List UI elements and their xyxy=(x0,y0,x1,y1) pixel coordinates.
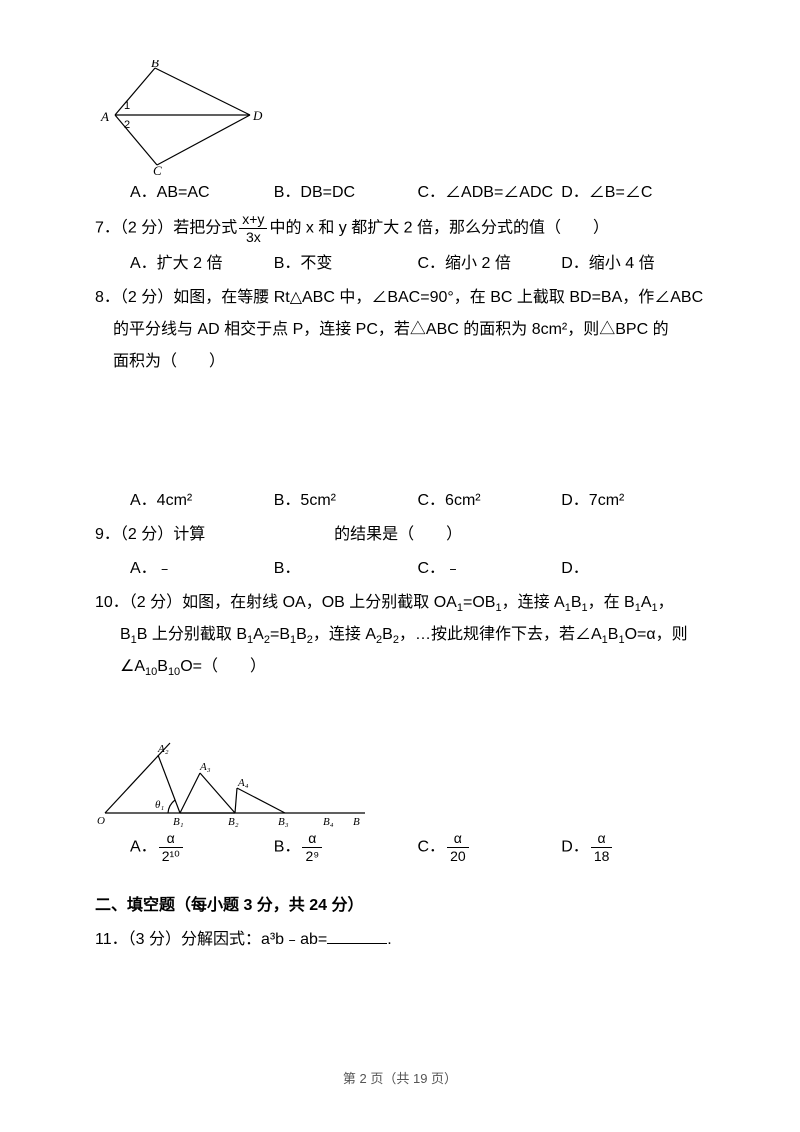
q6-options: A．AB=AC B．DB=DC C．∠ADB=∠ADC D．∠B=∠C xyxy=(95,177,705,209)
page-footer: 第 2 页（共 19 页） xyxy=(0,1068,800,1087)
q11-blank xyxy=(327,930,387,944)
q10-t6: A xyxy=(641,594,652,611)
q10-option-d: D．α18 xyxy=(561,830,705,865)
q10-t8: B xyxy=(120,626,131,643)
q10-t1: 10．（2 分）如图，在射线 OA，OB 上分别截取 OA xyxy=(95,594,457,611)
q10-t12: B xyxy=(296,626,307,643)
q9-prefix: 9．（2 分）计算 xyxy=(95,526,205,543)
q10-t4: B xyxy=(571,594,582,611)
section2-title: 二、填空题（每小题 3 分，共 24 分） xyxy=(95,890,705,922)
q7-option-b: B．不变 xyxy=(274,248,418,280)
q9: 9．（2 分）计算 的结果是（ ） A．﹣ B． C．﹣ D． xyxy=(95,519,705,585)
q10-t5: ，在 B xyxy=(588,594,635,611)
svg-text:B₃: B₃ xyxy=(278,816,289,828)
svg-text:B₂: B₂ xyxy=(228,816,239,828)
q10-option-a: A．α2¹⁰ xyxy=(130,830,274,865)
q6-label-2: 2 xyxy=(124,119,130,131)
q6-label-B: B xyxy=(151,60,159,70)
q8: 8．（2 分）如图，在等腰 Rt△ABC 中，∠BAC=90°，在 BC 上截取… xyxy=(95,282,705,517)
q9-option-d: D． xyxy=(561,553,705,585)
q11-suffix: . xyxy=(387,931,391,948)
q7-options: A．扩大 2 倍 B．不变 C．缩小 2 倍 D．缩小 4 倍 xyxy=(95,248,705,280)
q10-t7: ， xyxy=(658,594,674,611)
q10: 10．（2 分）如图，在射线 OA，OB 上分别截取 OA1=OB1，连接 A1… xyxy=(95,587,705,865)
q8-line1: 8．（2 分）如图，在等腰 Rt△ABC 中，∠BAC=90°，在 BC 上截取… xyxy=(95,282,705,314)
q8-figure-space xyxy=(95,378,705,483)
q6-option-c: C．∠ADB=∠ADC xyxy=(418,177,562,209)
q6-label-A: A xyxy=(100,109,109,124)
q10-t9: B 上分别截取 B xyxy=(137,626,247,643)
svg-text:O: O xyxy=(97,815,105,827)
q7-suffix: 中的 x 和 y 都扩大 2 倍，那么分式的值（ ） xyxy=(269,220,609,237)
q8-options: A．4cm² B．5cm² C．6cm² D．7cm² xyxy=(95,485,705,517)
q10-t15: ，…按此规律作下去，若∠A xyxy=(399,626,602,643)
q10-t19: B xyxy=(157,658,168,675)
svg-text:A₃: A₃ xyxy=(199,761,211,773)
q8-line2: 的平分线与 AD 相交于点 P，连接 PC，若△ABC 的面积为 8cm²，则△… xyxy=(95,314,705,346)
svg-text:A₂: A₂ xyxy=(157,743,169,755)
q8-option-a: A．4cm² xyxy=(130,485,274,517)
q6-label-1: 1 xyxy=(124,100,130,112)
svg-text:B: B xyxy=(353,816,360,828)
q9-option-c: C．﹣ xyxy=(418,553,562,585)
q6-label-D: D xyxy=(252,108,263,123)
q8-line3: 面积为（ ） xyxy=(95,346,705,378)
q9-options: A．﹣ B． C．﹣ D． xyxy=(95,553,705,585)
q7-prefix: 7．（2 分）若把分式 xyxy=(95,220,237,237)
q10-t18: ∠A xyxy=(120,658,145,675)
q9-suffix: 的结果是（ ） xyxy=(334,526,462,543)
q10-t14: B xyxy=(382,626,393,643)
q6-diagram: B A C D 1 2 xyxy=(95,60,705,175)
q8-option-b: B．5cm² xyxy=(274,485,418,517)
q10-t20: O=（ ） xyxy=(180,658,266,675)
q10-options: A．α2¹⁰ B．α2⁹ C．α20 D．α18 xyxy=(95,830,705,865)
q10-t13: ，连接 A xyxy=(313,626,376,643)
q11-prefix: 11．（3 分）分解因式：a³b﹣ab= xyxy=(95,931,327,948)
q10-t11: =B xyxy=(270,626,290,643)
q10-t10: A xyxy=(253,626,264,643)
q10-option-c: C．α20 xyxy=(418,830,562,865)
q10-t3: ，连接 A xyxy=(502,594,565,611)
q7-option-c: C．缩小 2 倍 xyxy=(418,248,562,280)
q6-option-d: D．∠B=∠C xyxy=(561,177,705,209)
q6-label-C: C xyxy=(153,163,162,175)
q10-t2: =OB xyxy=(463,594,495,611)
q9-option-a: A．﹣ xyxy=(130,553,274,585)
q8-option-c: C．6cm² xyxy=(418,485,562,517)
q10-diagram: O A₂ A₃ A₄ B₁ B₂ B₃ B₄ B θ₁ xyxy=(95,738,705,828)
q6-option-b: B．DB=DC xyxy=(274,177,418,209)
q9-option-b: B． xyxy=(274,553,418,585)
svg-text:B₁: B₁ xyxy=(173,816,184,828)
svg-text:A₄: A₄ xyxy=(237,777,249,789)
q10-t16: B xyxy=(608,626,619,643)
q10-option-b: B．α2⁹ xyxy=(274,830,418,865)
q7: 7．（2 分）若把分式x+y3x中的 x 和 y 都扩大 2 倍，那么分式的值（… xyxy=(95,211,705,280)
q6-option-a: A．AB=AC xyxy=(130,177,274,209)
svg-text:θ₁: θ₁ xyxy=(155,799,164,811)
q10-t17: O=α，则 xyxy=(625,626,688,643)
q7-option-a: A．扩大 2 倍 xyxy=(130,248,274,280)
q7-fraction: x+y3x xyxy=(239,211,267,246)
q7-option-d: D．缩小 4 倍 xyxy=(561,248,705,280)
svg-text:B₄: B₄ xyxy=(323,816,334,828)
q8-option-d: D．7cm² xyxy=(561,485,705,517)
q11: 11．（3 分）分解因式：a³b﹣ab=. xyxy=(95,924,705,956)
page-content: B A C D 1 2 A．AB=AC B．DB=DC C．∠ADB=∠ADC … xyxy=(95,60,705,956)
